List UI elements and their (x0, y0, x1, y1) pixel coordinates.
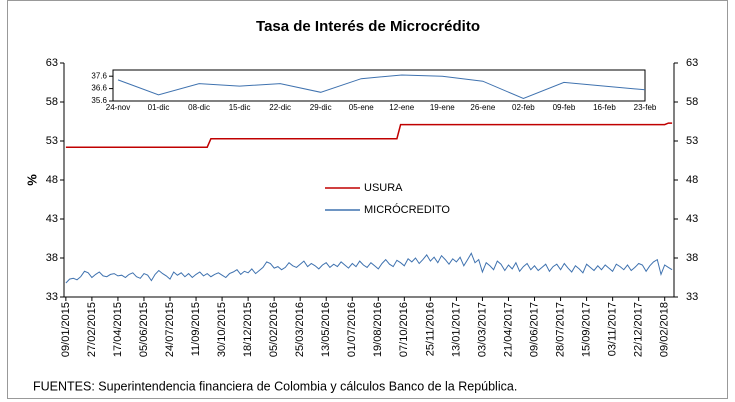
y-tick-label: 33 (46, 291, 58, 303)
y-tick-label: 58 (46, 96, 58, 108)
y2-tick-label: 33 (686, 291, 698, 303)
y2-tick-label: 53 (686, 135, 698, 147)
x-tick-label: 09-feb (553, 103, 576, 112)
x-tick-label: 09/06/2017 (528, 302, 540, 357)
x-tick-label: 05/06/2015 (138, 302, 150, 357)
legend-label: MICRÓCREDITO (364, 203, 450, 216)
frame (7, 0, 728, 399)
y2-tick-label: 48 (686, 174, 698, 186)
x-tick-label: 09/02/2018 (659, 302, 671, 357)
x-tick-label: 17/04/2015 (112, 302, 124, 357)
y2-tick-label: 38 (686, 252, 698, 264)
series-line (65, 122, 673, 148)
y2-tick-label: 63 (686, 57, 698, 69)
x-tick-label: 09/01/2015 (60, 302, 72, 357)
x-tick-label: 22/12/2017 (633, 302, 645, 357)
x-tick-label: 21/04/2017 (502, 302, 514, 357)
x-tick-label: 30/10/2015 (216, 302, 228, 357)
x-tick-label: 29-dic (310, 103, 332, 112)
x-tick-label: 24/07/2015 (164, 302, 176, 357)
legend-label: USURA (364, 182, 403, 194)
x-tick-label: 13/05/2016 (320, 302, 332, 357)
y-tick-label: 48 (46, 174, 58, 186)
chart-title: Tasa de Interés de Microcrédito (256, 18, 480, 35)
x-tick-label: 23-feb (634, 103, 657, 112)
y-tick-label: 53 (46, 135, 58, 147)
x-tick-label: 03/11/2017 (607, 302, 619, 356)
x-tick-label: 19/08/2016 (372, 302, 384, 357)
y-tick-label: 43 (46, 213, 58, 225)
x-tick-label: 01/07/2016 (346, 302, 358, 357)
x-tick-label: 25/03/2016 (294, 302, 306, 357)
x-tick-label: 07/10/2016 (398, 302, 410, 357)
y-tick-label: 38 (46, 252, 58, 264)
x-tick-label: 13/01/2017 (450, 302, 462, 357)
x-tick-label: 08-dic (188, 103, 210, 112)
x-tick-label: 18/12/2015 (242, 302, 254, 357)
x-tick-label: 03/03/2017 (476, 302, 488, 357)
x-tick-label: 15/09/2017 (580, 302, 592, 357)
x-tick-label: 26-ene (470, 103, 495, 112)
x-tick-label: 24-nov (106, 103, 130, 112)
y2-tick-label: 43 (686, 213, 698, 225)
x-tick-label: 28/07/2017 (554, 302, 566, 357)
y-tick-label: 63 (46, 57, 58, 69)
x-tick-label: 27/02/2015 (86, 302, 98, 357)
x-tick-label: 05-ene (349, 103, 374, 112)
x-tick-label: 16-feb (593, 103, 616, 112)
y2-tick-label: 58 (686, 96, 698, 108)
source-note: FUENTES: Superintendencia financiera de … (33, 379, 517, 393)
x-tick-label: 11/09/2015 (190, 302, 202, 356)
y-tick-label: 35.6 (91, 96, 107, 105)
series-line (117, 74, 646, 100)
x-tick-label: 15-dic (229, 103, 251, 112)
x-tick-label: 01-dic (148, 103, 170, 112)
x-tick-label: 19-ene (430, 103, 455, 112)
y-tick-label: 37.6 (91, 71, 107, 80)
y-tick-label: 36.6 (91, 84, 107, 93)
x-tick-label: 22-dic (269, 103, 291, 112)
x-tick-label: 05/02/2016 (268, 302, 280, 357)
x-tick-label: 25/11/2016 (424, 302, 436, 356)
x-tick-label: 02-feb (512, 103, 535, 112)
series-line (65, 252, 673, 284)
x-tick-label: 12-ene (389, 103, 414, 112)
y-axis-label: % (24, 174, 39, 186)
